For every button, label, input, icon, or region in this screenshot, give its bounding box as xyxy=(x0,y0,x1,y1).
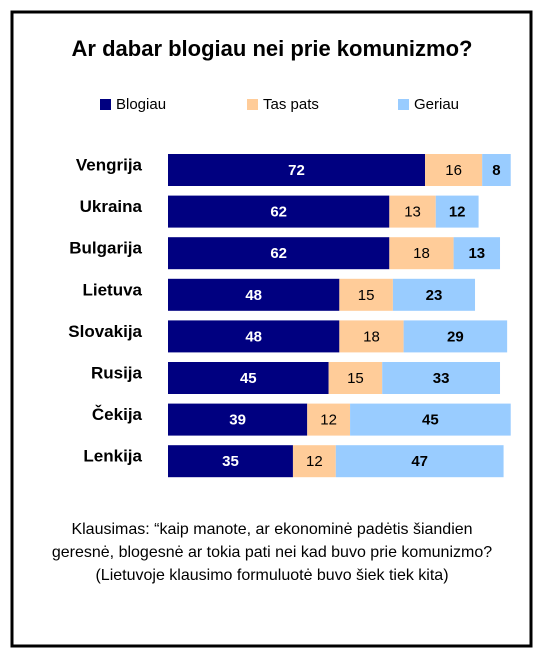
bar-segment xyxy=(382,362,501,394)
value-label: 12 xyxy=(306,453,323,470)
bar-segment xyxy=(328,362,383,394)
category-label: Bulgarija xyxy=(69,239,142,258)
note: Klausimas: “kaip manote, ar ekonominė pa… xyxy=(51,521,493,584)
legend-swatch xyxy=(247,99,258,110)
bar-segment xyxy=(339,320,404,353)
value-label: 33 xyxy=(433,370,450,387)
category-label: Lenkija xyxy=(83,447,142,466)
value-label: 15 xyxy=(358,287,375,304)
category-label: Čekija xyxy=(92,405,143,424)
bar-segment xyxy=(168,195,390,228)
bar-segment xyxy=(389,237,454,270)
bar-segment xyxy=(168,278,340,311)
category-label: Ukraina xyxy=(80,197,143,216)
bar-segment xyxy=(292,445,336,478)
legend-label: Blogiau xyxy=(116,96,166,113)
value-label: 18 xyxy=(363,328,380,345)
category-label: Vengrija xyxy=(76,155,143,174)
bar-segment xyxy=(168,154,426,186)
bar-segment xyxy=(389,195,436,228)
bar-segment xyxy=(168,362,329,394)
bar-segment xyxy=(339,278,393,311)
bar-segment xyxy=(168,237,390,270)
value-label: 35 xyxy=(222,453,239,470)
value-label: 18 xyxy=(413,245,430,262)
value-label: 15 xyxy=(347,370,364,387)
value-label: 12 xyxy=(320,412,337,429)
value-label: 39 xyxy=(229,412,246,429)
bar-segment xyxy=(435,195,479,228)
value-label: 62 xyxy=(270,245,287,262)
value-label: 23 xyxy=(426,287,443,304)
frame xyxy=(10,10,533,648)
value-label: 13 xyxy=(404,204,421,221)
bar-segment xyxy=(392,278,476,311)
value-label: 72 xyxy=(288,162,305,179)
value-label: 48 xyxy=(245,328,262,345)
legend-label: Tas pats xyxy=(263,96,319,113)
bar-segment xyxy=(425,154,483,186)
bar-segment xyxy=(335,445,504,478)
bar-segment xyxy=(482,154,511,186)
bar-segment xyxy=(453,237,501,270)
bar-segment xyxy=(168,445,293,478)
chart-title: Ar dabar blogiau nei prie komunizmo? xyxy=(72,36,473,61)
bar-segment xyxy=(307,403,351,436)
value-label: 62 xyxy=(270,204,287,221)
value-label: 45 xyxy=(422,412,439,429)
bar-segment xyxy=(350,403,511,436)
bar-segment xyxy=(403,320,508,353)
value-label: 12 xyxy=(449,204,466,221)
value-label: 16 xyxy=(445,162,462,179)
bar-segment xyxy=(168,320,340,353)
value-label: 8 xyxy=(492,162,500,179)
legend-swatch xyxy=(100,99,111,110)
category-label: Rusija xyxy=(91,363,143,382)
value-label: 29 xyxy=(447,328,464,345)
category-label: Lietuva xyxy=(82,280,142,299)
value-label: 48 xyxy=(245,287,262,304)
category-label: Slovakija xyxy=(68,322,142,341)
legend-swatch xyxy=(398,99,409,110)
bar-segment xyxy=(168,403,308,436)
value-label: 47 xyxy=(411,453,428,470)
value-label: 45 xyxy=(240,370,257,387)
value-label: 13 xyxy=(468,245,485,262)
legend-label: Geriau xyxy=(414,96,459,113)
